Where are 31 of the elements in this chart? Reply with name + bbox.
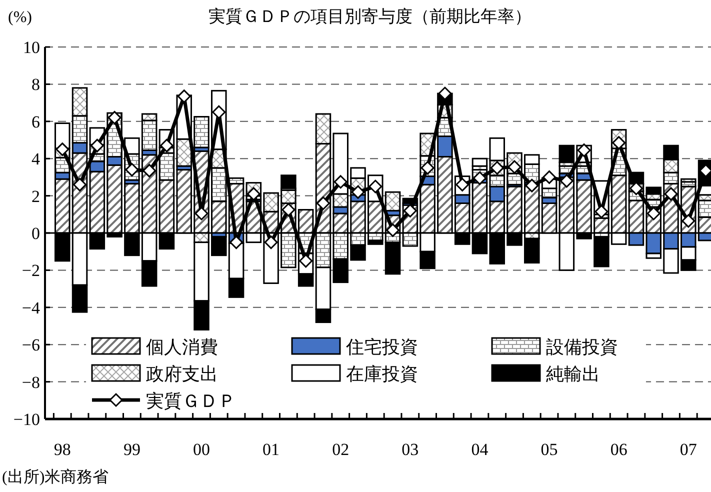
y-tick-label: 10 bbox=[23, 38, 40, 57]
y-tick-label: 2 bbox=[32, 186, 40, 206]
x-tick-label: 01 bbox=[262, 440, 280, 459]
legend-label: 個人消費 bbox=[146, 337, 218, 357]
legend-label: 実質ＧＤＰ bbox=[146, 391, 236, 411]
legend-label: 設備投資 bbox=[546, 337, 618, 357]
legend-label: 政府支出 bbox=[146, 364, 218, 384]
text: (出所)米商務省 bbox=[2, 468, 109, 486]
legend-label: 住宅投資 bbox=[345, 337, 418, 357]
y-tick-label: −8 bbox=[22, 372, 40, 392]
x-tick-label: 00 bbox=[193, 440, 210, 459]
x-tick-label: 02 bbox=[332, 440, 350, 459]
x-tick-label: 04 bbox=[471, 440, 489, 459]
x-tick-label: 07 bbox=[680, 440, 698, 459]
x-tick-label: 03 bbox=[402, 440, 419, 459]
y-tick-label: −2 bbox=[22, 261, 40, 280]
legend-label: 純輸出 bbox=[546, 364, 600, 384]
x-tick-label: 98 bbox=[54, 440, 71, 459]
y-tick-label: 4 bbox=[32, 150, 40, 169]
y-tick-label: 6 bbox=[32, 112, 40, 132]
x-tick-label: 06 bbox=[610, 440, 628, 459]
y-tick-label: −6 bbox=[22, 336, 40, 355]
y-tick-label: 8 bbox=[32, 75, 40, 94]
y-tick-label: −4 bbox=[22, 298, 40, 318]
y-axis-title: (%) bbox=[8, 9, 32, 26]
legend-label: 在庫投資 bbox=[346, 364, 418, 384]
x-tick-label: 05 bbox=[540, 440, 558, 459]
y-tick-label: −10 bbox=[13, 410, 40, 429]
y-tick-label: 0 bbox=[32, 224, 40, 243]
chart-title: 実質ＧＤＰの項目別寄与度（前期比年率） bbox=[208, 7, 532, 26]
x-tick-label: 99 bbox=[123, 440, 140, 459]
